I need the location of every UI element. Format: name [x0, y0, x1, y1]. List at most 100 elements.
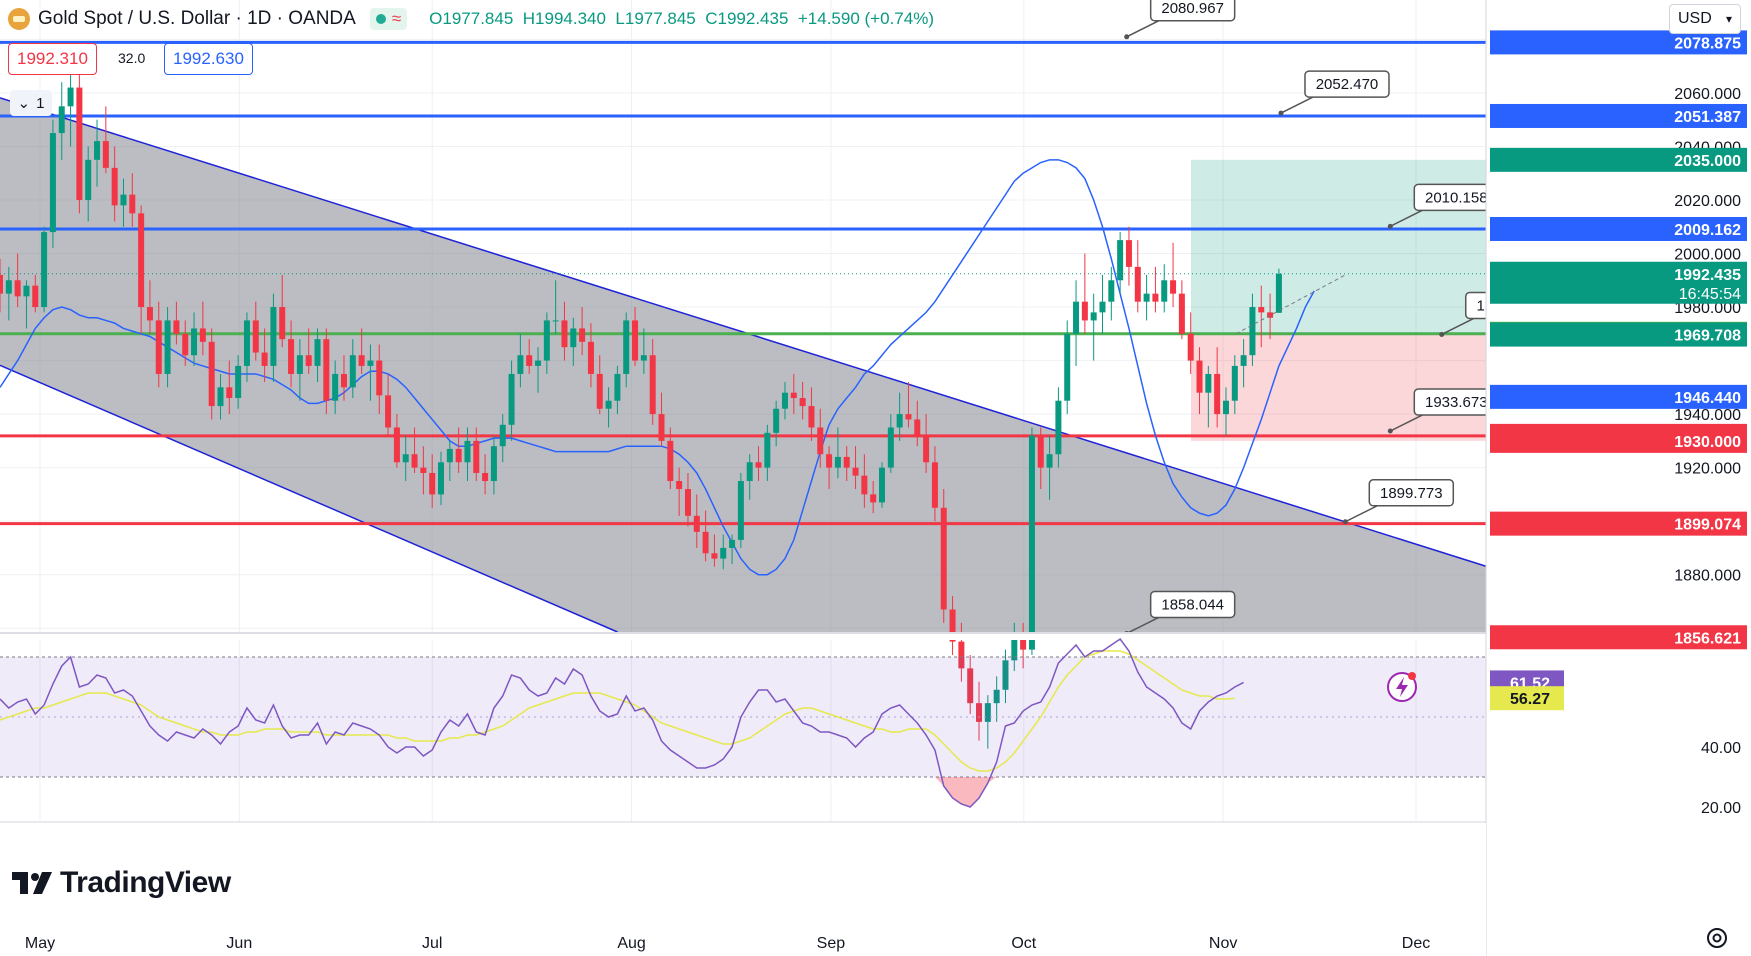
candle-body[interactable] [852, 467, 859, 476]
candle-body[interactable] [1125, 240, 1132, 267]
price-callout[interactable]: 1858.044 [1124, 590, 1236, 636]
candle-body[interactable] [1028, 435, 1035, 650]
candle-body[interactable] [367, 360, 374, 366]
candle-body[interactable] [1240, 355, 1247, 366]
candle-body[interactable] [411, 454, 418, 468]
candle-body[interactable] [0, 274, 3, 294]
candle-body[interactable] [976, 703, 983, 722]
candle-body[interactable] [1196, 360, 1203, 393]
axis-price-badge[interactable]: 1992.435 16:45:54 [1490, 261, 1747, 304]
candle-body[interactable] [243, 320, 250, 366]
candle-body[interactable] [1117, 240, 1124, 281]
candle-body[interactable] [1046, 454, 1053, 468]
candle-body[interactable] [517, 355, 524, 374]
candle-body[interactable] [1249, 307, 1256, 356]
candle-body[interactable] [332, 373, 339, 401]
candle-body[interactable] [191, 328, 198, 356]
candle-body[interactable] [737, 481, 744, 540]
candle-body[interactable] [1178, 293, 1185, 334]
candle-body[interactable] [429, 472, 436, 495]
candle-body[interactable] [702, 531, 709, 554]
candle-body[interactable] [376, 360, 383, 396]
candle-body[interactable] [129, 194, 136, 214]
candle-body[interactable] [102, 141, 109, 168]
candle-body[interactable] [658, 414, 665, 441]
candle-body[interactable] [164, 320, 171, 374]
candle-body[interactable] [23, 285, 30, 297]
candle-body[interactable] [208, 341, 215, 407]
axis-price-badge[interactable]: 2035.000 [1490, 147, 1747, 172]
candle-body[interactable] [14, 280, 21, 297]
candle-body[interactable] [1275, 273, 1282, 313]
candle-body[interactable] [305, 355, 312, 366]
candle-body[interactable] [896, 414, 903, 428]
buy-button[interactable]: 1992.630 [164, 43, 253, 75]
brand-logo[interactable]: TradingView [12, 866, 231, 900]
candle-body[interactable] [67, 87, 74, 107]
candle-body[interactable] [746, 462, 753, 482]
candle-body[interactable] [1258, 307, 1265, 313]
candle-body[interactable] [720, 547, 727, 559]
candle-body[interactable] [931, 462, 938, 508]
candle-body[interactable] [614, 373, 621, 401]
candle-body[interactable] [1020, 633, 1027, 650]
candle-body[interactable] [120, 194, 127, 206]
candle-body[interactable] [676, 481, 683, 490]
candle-body[interactable] [684, 489, 691, 516]
candle-body[interactable] [1214, 373, 1221, 415]
candle-body[interactable] [226, 387, 233, 399]
candle-body[interactable] [385, 395, 392, 428]
candle-body[interactable] [138, 213, 145, 308]
candle-body[interactable] [155, 320, 162, 374]
rsi-value-badge[interactable]: 56.27 [1490, 686, 1564, 711]
candle-body[interactable] [711, 553, 718, 559]
candle-body[interactable] [1081, 301, 1088, 321]
candle-body[interactable] [1187, 333, 1194, 361]
candle-body[interactable] [323, 339, 330, 401]
candle-body[interactable] [499, 424, 506, 447]
rsi-line[interactable] [0, 637, 1244, 808]
price-callout[interactable]: 2052.470 [1278, 70, 1390, 116]
position-stop-zone[interactable] [1190, 333, 1487, 441]
candle-body[interactable] [834, 456, 841, 468]
candle-body[interactable] [420, 467, 427, 473]
level-price-badge[interactable]: 2009.162 [1490, 216, 1747, 241]
candle-body[interactable] [799, 398, 806, 407]
candle-body[interactable] [861, 475, 868, 495]
candle-body[interactable] [667, 440, 674, 482]
gear-icon[interactable] [1705, 926, 1729, 950]
rsi-ma-line[interactable] [0, 650, 1235, 772]
candle-body[interactable] [173, 320, 180, 334]
candle-body[interactable] [552, 320, 559, 322]
candle-body[interactable] [508, 373, 515, 425]
candle-body[interactable] [402, 454, 409, 463]
level-price-badge[interactable]: 2051.387 [1490, 103, 1747, 128]
candle-body[interactable] [993, 689, 1000, 704]
descending-channel-fill[interactable] [0, 97, 1519, 632]
candle-body[interactable] [764, 432, 771, 468]
candle-body[interactable] [76, 87, 83, 200]
candle-body[interactable] [958, 641, 965, 669]
candle-body[interactable] [649, 355, 656, 415]
time-axis[interactable] [0, 823, 1486, 956]
candle-body[interactable] [58, 106, 65, 134]
candle-body[interactable] [1108, 280, 1115, 302]
candle-body[interactable] [967, 668, 974, 704]
candle-body[interactable] [1143, 293, 1150, 302]
candle-body[interactable] [526, 355, 533, 366]
candle-body[interactable] [790, 392, 797, 399]
candle-body[interactable] [464, 440, 471, 463]
currency-selector[interactable]: USD ▾ [1669, 4, 1741, 34]
candle-body[interactable] [1170, 280, 1177, 294]
candle-body[interactable] [358, 355, 365, 366]
candle-body[interactable] [261, 352, 268, 366]
candle-body[interactable] [640, 355, 647, 361]
candle-body[interactable] [270, 307, 277, 366]
axis-price-badge[interactable]: 1930.000 [1490, 428, 1747, 453]
candle-body[interactable] [314, 339, 321, 366]
channel-lower-line[interactable] [0, 364, 618, 633]
candle-body[interactable] [1205, 373, 1212, 393]
candle-body[interactable] [5, 280, 12, 294]
candle-body[interactable] [984, 703, 991, 722]
price-callout[interactable]: 1899.773 [1342, 479, 1455, 525]
